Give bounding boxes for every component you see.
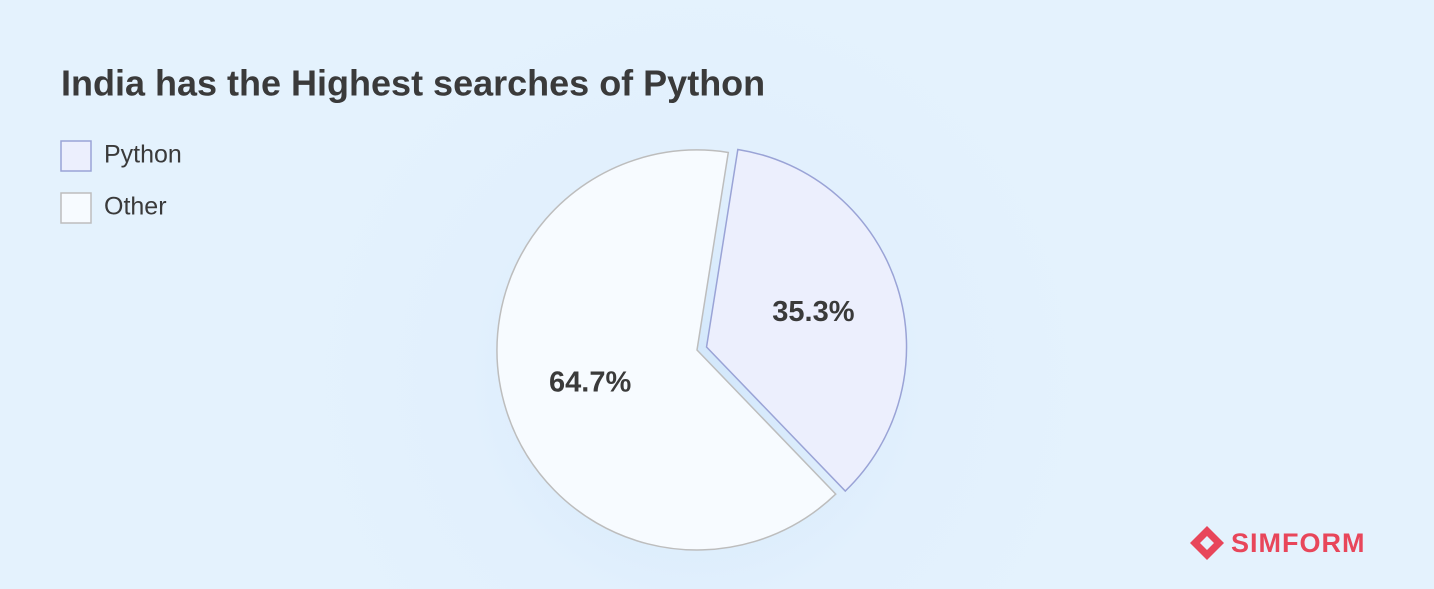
brand-logo: SIMFORM xyxy=(1190,526,1366,560)
brand-icon xyxy=(1190,526,1224,560)
brand-name: SIMFORM xyxy=(1231,528,1366,558)
legend-swatch xyxy=(60,192,92,224)
pie-slice xyxy=(705,148,908,493)
data-label: 64.7% xyxy=(549,366,631,398)
legend-label: Other xyxy=(104,193,167,221)
legend-label: Python xyxy=(104,141,182,169)
legend: Python Other xyxy=(60,140,182,224)
pie: 35.3% 64.7% xyxy=(496,148,908,551)
pie-slice xyxy=(496,149,837,551)
chart-title: India has the Highest searches of Python xyxy=(61,63,765,104)
legend-swatch xyxy=(60,140,92,172)
data-label: 35.3% xyxy=(772,296,854,328)
